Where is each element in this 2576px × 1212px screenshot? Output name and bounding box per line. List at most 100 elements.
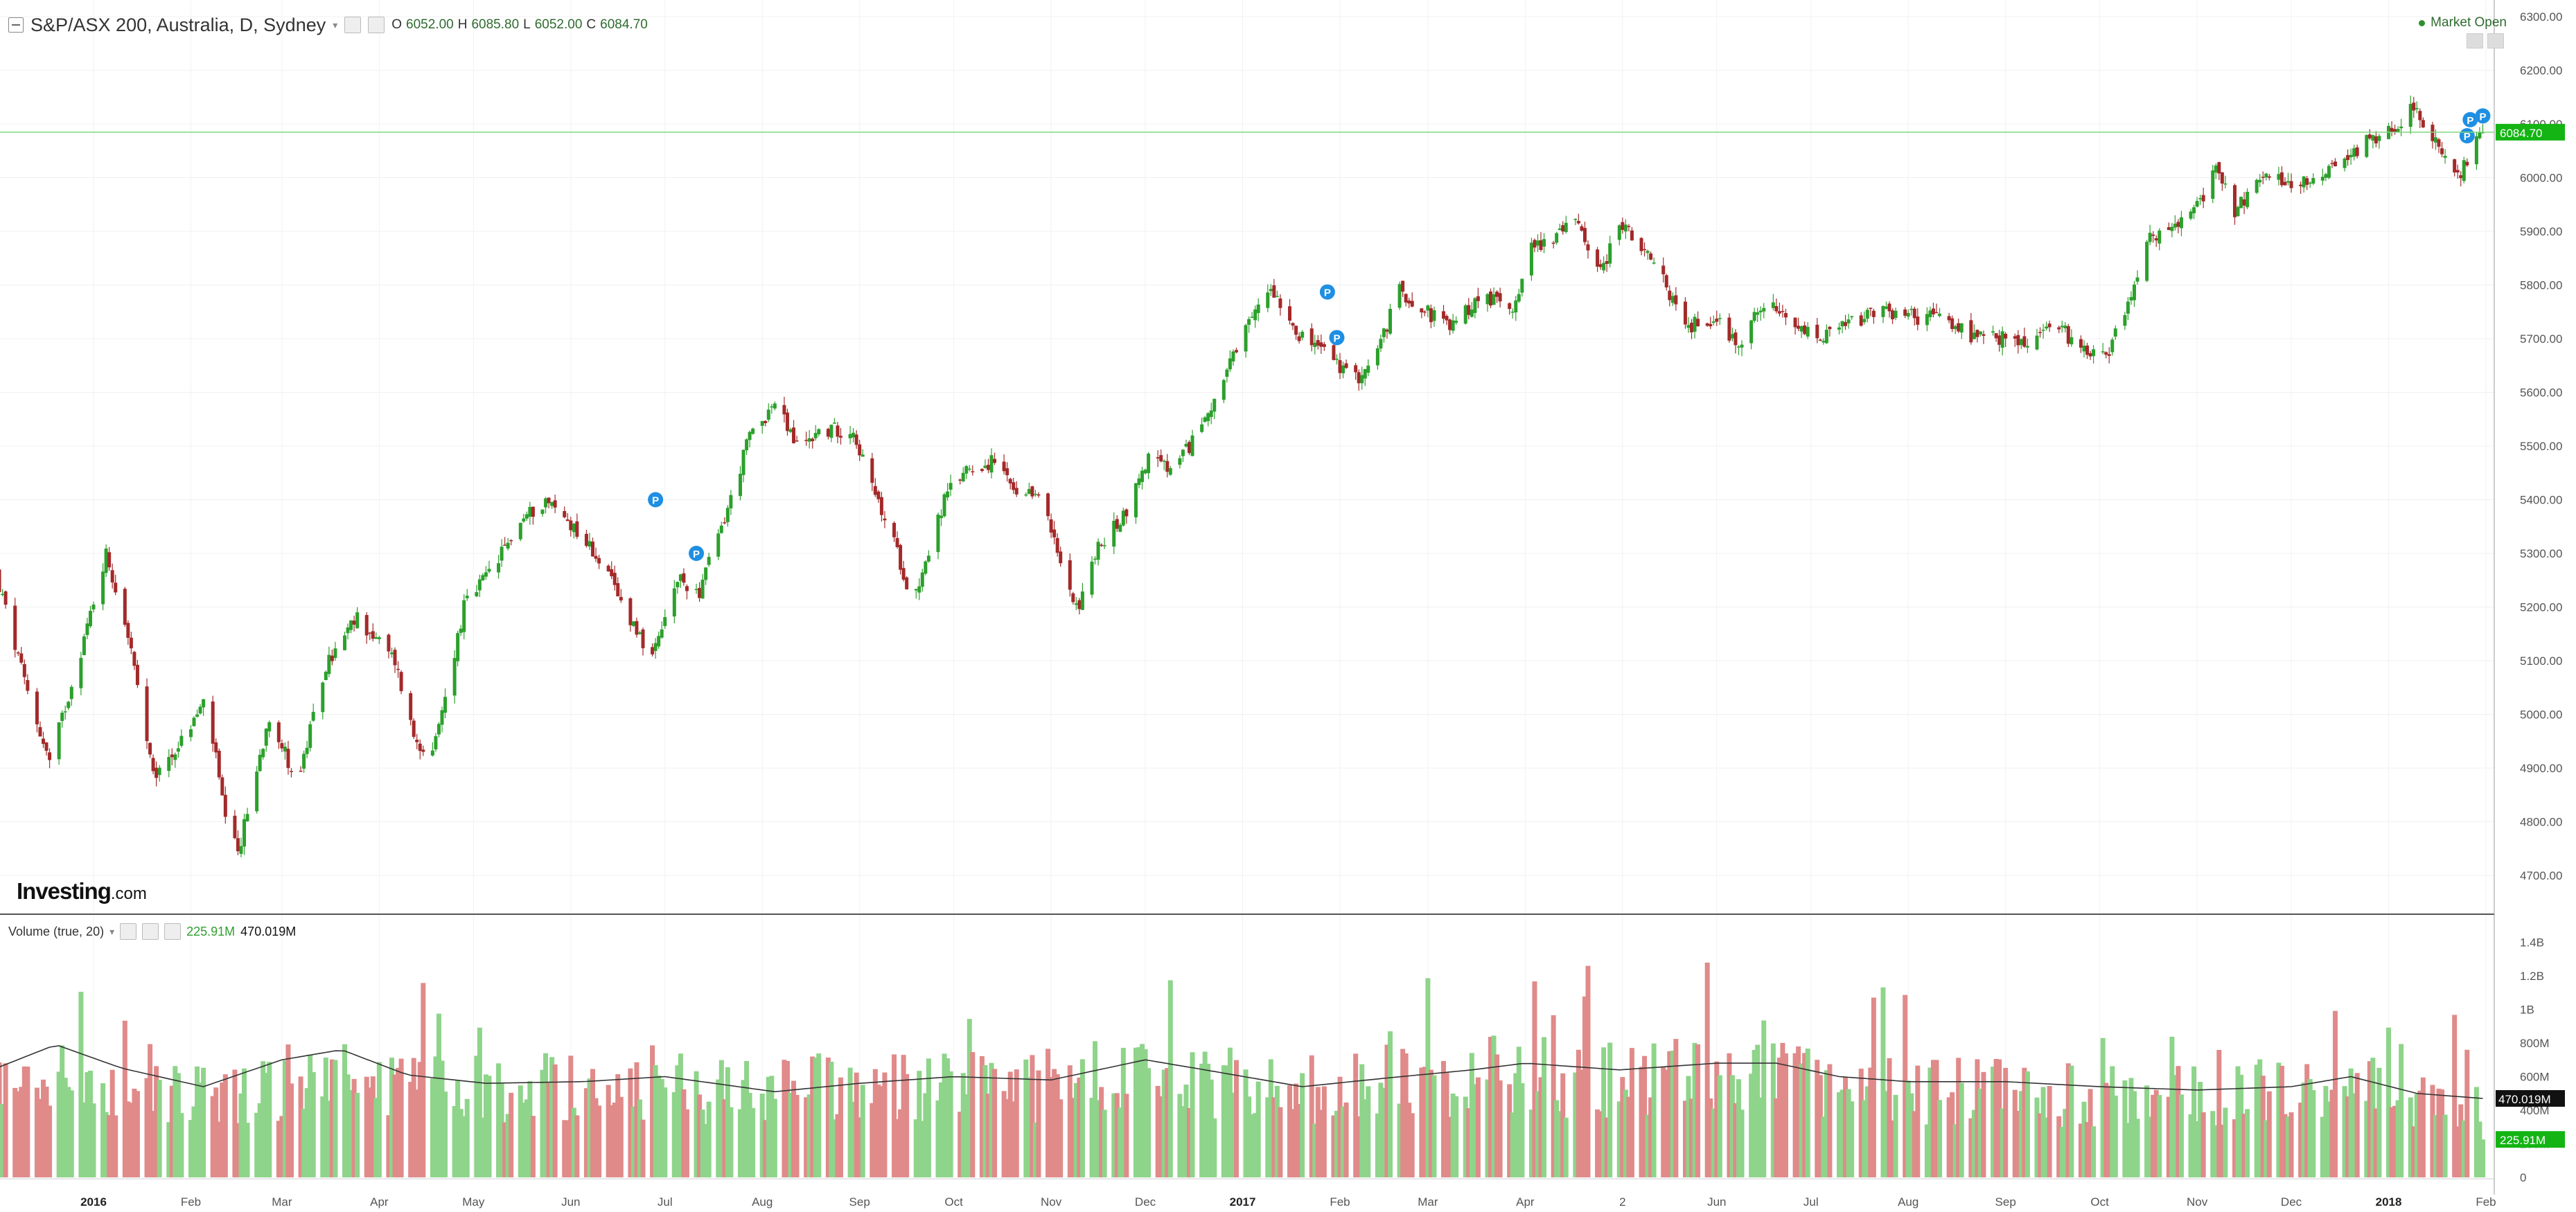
candle-body — [2236, 206, 2240, 217]
candle-body — [2349, 154, 2353, 158]
candle-body — [2239, 197, 2243, 208]
candle-body — [2066, 326, 2070, 344]
volume-bars — [0, 962, 2485, 1177]
candle-body — [1225, 369, 1229, 377]
candle-body — [1159, 455, 1163, 462]
volume-bar — [1475, 1077, 1481, 1177]
time-tick-label: Jul — [658, 1195, 673, 1209]
settings-icon[interactable] — [344, 17, 362, 33]
restore-icon[interactable] — [2467, 33, 2483, 48]
close-icon[interactable] — [164, 923, 182, 940]
volume-bar — [2088, 1089, 2093, 1177]
volume-bar — [2301, 1082, 2306, 1177]
candle-body — [1783, 313, 1788, 318]
candle-body — [1686, 325, 1691, 328]
volume-bar — [562, 1120, 567, 1177]
candle-body — [233, 815, 237, 839]
candle-body — [1972, 332, 1976, 339]
volume-bar — [2232, 1119, 2237, 1177]
candle-body — [876, 491, 881, 499]
time-tick-label: Jun — [561, 1195, 580, 1209]
candle-body — [1137, 478, 1141, 485]
candle-body — [2415, 108, 2419, 109]
volume-bar — [1199, 1063, 1205, 1177]
volume-bar — [392, 1074, 398, 1177]
candle-body — [1162, 461, 1166, 462]
candle-body — [1297, 336, 1301, 341]
volume-bar — [1073, 1082, 1079, 1177]
symbol-title[interactable]: S&P/ASX 200, Australia, D, Sydney — [30, 14, 326, 35]
candle-body — [926, 555, 930, 562]
market-status: Market Open — [2419, 15, 2507, 30]
hide-icon[interactable] — [368, 17, 385, 33]
volume-bar — [1425, 978, 1431, 1177]
candle-body — [782, 404, 786, 415]
candle-body — [1445, 316, 1449, 321]
volume-bar — [201, 1067, 206, 1177]
candle-body — [1049, 519, 1053, 533]
collapse-icon[interactable] — [8, 17, 24, 33]
volume-bar — [261, 1061, 266, 1177]
candle-body — [82, 636, 86, 656]
volume-bar — [772, 1098, 777, 1177]
volume-bar — [769, 1076, 775, 1177]
candle-body — [1709, 323, 1713, 327]
candle-body — [1112, 521, 1116, 547]
volume-bar — [2414, 1094, 2419, 1177]
volume-bar — [2081, 1101, 2087, 1177]
event-marker-icon — [1329, 330, 1345, 346]
candle-body — [1467, 305, 1471, 315]
volume-bar — [2191, 1066, 2197, 1177]
volume-indicator-label[interactable]: Volume (true, 20) — [8, 924, 105, 938]
candle-body — [242, 819, 247, 847]
volume-bar — [128, 1103, 134, 1177]
volume-bar — [1729, 1075, 1735, 1177]
candle-body — [2198, 198, 2203, 199]
candle-body — [1561, 225, 1565, 232]
volume-bar — [684, 1109, 689, 1177]
settings-icon[interactable] — [120, 923, 137, 940]
candle-body — [2352, 148, 2356, 157]
price-tick-label: 5200.00 — [2520, 601, 2562, 614]
candle-body — [569, 520, 573, 531]
volume-bar — [2040, 1087, 2046, 1177]
volume-bar — [718, 1060, 724, 1177]
volume-bar — [1686, 1076, 1691, 1177]
candle-body — [2343, 158, 2347, 168]
candle-body — [936, 515, 940, 553]
volume-bar — [458, 1109, 464, 1177]
event-marker-letter: P — [693, 549, 700, 560]
volume-bar — [1997, 1059, 2002, 1177]
volume-bar — [1494, 1054, 1500, 1177]
volume-bar — [1400, 1049, 1406, 1177]
candle-body — [544, 498, 548, 508]
hide-icon[interactable] — [142, 923, 159, 940]
candle-body — [2399, 126, 2403, 129]
volume-bar — [81, 1102, 87, 1177]
volume-bar — [1190, 1052, 1195, 1177]
volume-bar — [1375, 1113, 1380, 1177]
candle-body — [1774, 305, 1779, 312]
candle-body — [387, 634, 391, 652]
candle-body — [547, 497, 551, 503]
volume-bar — [1356, 1116, 1361, 1177]
volume-bar — [1993, 1059, 1999, 1177]
volume-bar — [810, 1056, 815, 1177]
candle-body — [2063, 326, 2067, 329]
candle-body — [2192, 207, 2196, 213]
volume-bar — [1670, 1051, 1675, 1177]
chevron-down-icon[interactable]: ▾ — [109, 925, 115, 937]
candle-body — [2013, 336, 2017, 339]
volume-bar — [1318, 1109, 1324, 1177]
price-tick-label: 5500.00 — [2520, 440, 2562, 453]
candle-body — [748, 431, 752, 440]
chevron-down-icon[interactable]: ▾ — [333, 19, 338, 30]
candle-body — [503, 544, 507, 546]
maximize-icon[interactable] — [2487, 33, 2504, 48]
candle-body — [2279, 172, 2284, 186]
candle-body — [1492, 294, 1496, 305]
volume-bar — [1315, 1087, 1321, 1177]
volume-bar — [2332, 1010, 2338, 1177]
candle-body — [1696, 319, 1700, 327]
